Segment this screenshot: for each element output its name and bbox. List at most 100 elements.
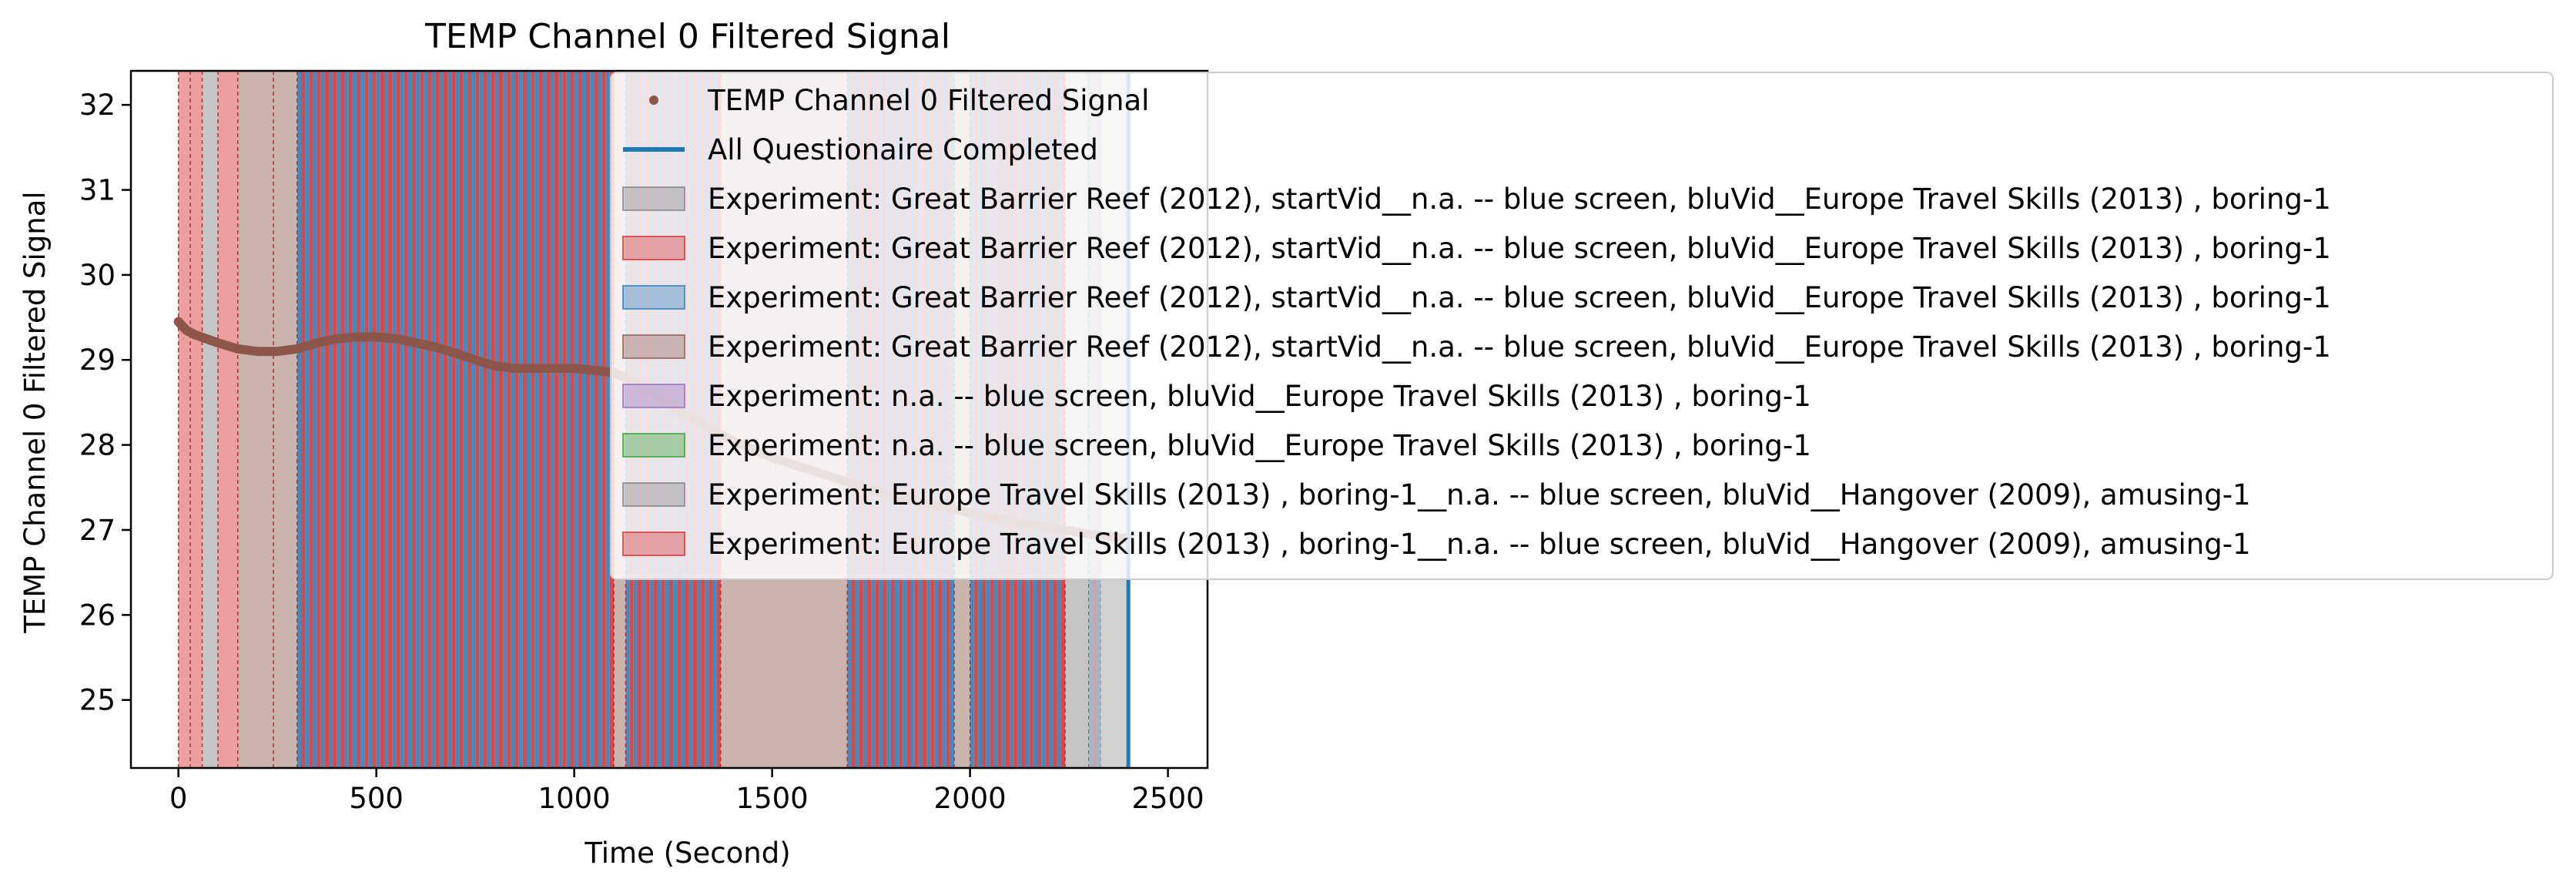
experiment-span-stripe bbox=[590, 71, 595, 768]
legend-patch bbox=[622, 482, 685, 507]
experiment-span-stripe bbox=[479, 71, 484, 768]
experiment-span-stripe bbox=[380, 71, 384, 768]
experiment-span-stripe bbox=[451, 71, 456, 768]
experiment-span-stripe bbox=[586, 71, 591, 768]
experiment-span-stripe bbox=[352, 71, 357, 768]
y-tick-label: 30 bbox=[79, 259, 116, 292]
experiment-span-stripe bbox=[598, 71, 602, 768]
experiment-span-stripe bbox=[491, 71, 495, 768]
experiment-span-stripe bbox=[356, 71, 361, 768]
experiment-span-stripe bbox=[503, 71, 507, 768]
experiment-span-stripe bbox=[574, 71, 578, 768]
experiment-span bbox=[202, 71, 219, 768]
experiment-span-stripe bbox=[392, 71, 397, 768]
experiment-span-stripe bbox=[435, 71, 440, 768]
experiment-span-stripe bbox=[337, 71, 341, 768]
experiment-span-stripe bbox=[601, 71, 606, 768]
legend-patch bbox=[622, 334, 685, 359]
experiment-span-stripe bbox=[526, 71, 531, 768]
legend-patch bbox=[622, 186, 685, 211]
experiment-span-stripe bbox=[554, 71, 559, 768]
experiment-span-stripe bbox=[431, 71, 436, 768]
experiment-span-stripe bbox=[455, 71, 460, 768]
experiment-span-stripe bbox=[538, 71, 543, 768]
legend-patch bbox=[622, 433, 685, 458]
experiment-span-stripe bbox=[324, 71, 329, 768]
x-axis: 0 500 1000 1500 2000 2500 bbox=[169, 768, 1204, 815]
legend-marker bbox=[649, 96, 658, 105]
legend-label: Experiment: Great Barrier Reef (2012), s… bbox=[708, 330, 2331, 364]
experiment-span-stripe bbox=[317, 71, 321, 768]
experiment-span-stripe bbox=[594, 71, 598, 768]
x-tick-label: 0 bbox=[169, 782, 188, 815]
experiment-span-stripe bbox=[483, 71, 487, 768]
y-axis-label: TEMP Channel 0 Filtered Signal bbox=[18, 191, 52, 633]
experiment-span-stripe bbox=[498, 71, 504, 768]
experiment-span-stripe bbox=[534, 71, 539, 768]
experiment-span-stripe bbox=[376, 71, 380, 768]
legend-patch bbox=[622, 384, 685, 408]
y-tick-label: 29 bbox=[79, 344, 116, 377]
legend-label: TEMP Channel 0 Filtered Signal bbox=[707, 84, 1149, 117]
experiment-span-stripe bbox=[368, 71, 373, 768]
experiment-span-stripe bbox=[364, 71, 369, 768]
experiment-span-stripe bbox=[578, 71, 582, 768]
experiment-span-stripe bbox=[301, 71, 306, 768]
experiment-span-stripe bbox=[471, 71, 476, 768]
x-tick-label: 500 bbox=[349, 782, 404, 815]
legend-label: Experiment: Europe Travel Skills (2013) … bbox=[708, 478, 2251, 511]
experiment-span-stripe bbox=[463, 71, 467, 768]
experiment-span-stripe bbox=[518, 71, 523, 768]
x-tick-label: 2500 bbox=[1132, 782, 1204, 815]
x-tick-label: 2000 bbox=[934, 782, 1007, 815]
experiment-span-stripe bbox=[562, 71, 567, 768]
experiment-span-stripe bbox=[605, 71, 610, 768]
experiment-span-stripe bbox=[514, 71, 519, 768]
legend-label: Experiment: Great Barrier Reef (2012), s… bbox=[708, 183, 2331, 216]
legend: TEMP Channel 0 Filtered Signal All Questi… bbox=[610, 72, 2554, 580]
x-axis-label: Time (Second) bbox=[584, 837, 790, 870]
experiment-span-stripe bbox=[558, 71, 563, 768]
experiment-span-stripe bbox=[467, 71, 472, 768]
experiment-span-stripe bbox=[416, 71, 420, 768]
experiment-span-stripe bbox=[313, 71, 317, 768]
legend-label: Experiment: n.a. -- blue screen, bluVid_… bbox=[708, 380, 1811, 413]
experiment-span-stripe bbox=[309, 71, 313, 768]
y-axis: 25 26 27 28 29 30 31 32 bbox=[79, 89, 131, 717]
experiment-span-stripe bbox=[340, 71, 345, 768]
experiment-span-stripe bbox=[542, 71, 547, 768]
experiment-span bbox=[218, 71, 238, 768]
experiment-span-stripe bbox=[487, 71, 491, 768]
experiment-span-stripe bbox=[404, 71, 408, 768]
experiment-span-stripe bbox=[328, 71, 333, 768]
x-tick-label: 1000 bbox=[538, 782, 611, 815]
experiment-span-stripe bbox=[424, 71, 428, 768]
legend-label: Experiment: Great Barrier Reef (2012), s… bbox=[708, 232, 2331, 265]
y-tick-label: 26 bbox=[79, 599, 116, 632]
experiment-span-stripe bbox=[459, 71, 464, 768]
legend-box bbox=[610, 72, 2554, 580]
legend-patch bbox=[622, 532, 685, 556]
experiment-span bbox=[237, 71, 274, 768]
experiment-span-stripe bbox=[475, 71, 480, 768]
experiment-span-stripe bbox=[494, 71, 499, 768]
y-tick-label: 28 bbox=[79, 429, 116, 462]
experiment-span-stripe bbox=[320, 71, 325, 768]
experiment-span-stripe bbox=[522, 71, 527, 768]
y-tick-label: 31 bbox=[79, 174, 116, 207]
experiment-span-stripe bbox=[384, 71, 389, 768]
experiment-span-stripe bbox=[566, 71, 571, 768]
experiment-span-stripe bbox=[427, 71, 432, 768]
experiment-span-stripe bbox=[400, 71, 404, 768]
experiment-span-stripe bbox=[344, 71, 349, 768]
x-tick-label: 1500 bbox=[736, 782, 809, 815]
experiment-span-stripe bbox=[407, 71, 412, 768]
experiment-span-stripe bbox=[570, 71, 574, 768]
legend-label: All Questionaire Completed bbox=[708, 133, 1098, 166]
experiment-span-stripe bbox=[348, 71, 353, 768]
y-tick-label: 25 bbox=[79, 684, 116, 717]
experiment-span-stripe bbox=[396, 71, 400, 768]
experiment-span-stripe bbox=[388, 71, 393, 768]
experiment-span-stripe bbox=[296, 71, 302, 768]
legend-label: Experiment: Europe Travel Skills (2013) … bbox=[708, 528, 2251, 561]
